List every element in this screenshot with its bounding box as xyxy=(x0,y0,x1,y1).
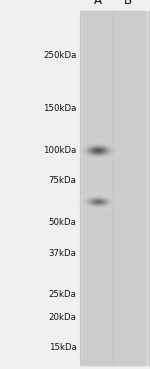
Text: 25kDa: 25kDa xyxy=(49,290,76,299)
Text: 100kDa: 100kDa xyxy=(43,146,76,155)
Text: B: B xyxy=(124,0,132,7)
Text: 75kDa: 75kDa xyxy=(49,176,76,185)
Text: 250kDa: 250kDa xyxy=(43,51,76,60)
Bar xyxy=(80,11,150,365)
Text: 37kDa: 37kDa xyxy=(49,249,76,258)
Text: 150kDa: 150kDa xyxy=(43,104,76,113)
Bar xyxy=(112,11,145,365)
Text: A: A xyxy=(94,0,102,7)
Text: 15kDa: 15kDa xyxy=(49,343,76,352)
Text: 50kDa: 50kDa xyxy=(49,218,76,227)
Bar xyxy=(82,11,115,365)
Text: 20kDa: 20kDa xyxy=(49,313,76,322)
